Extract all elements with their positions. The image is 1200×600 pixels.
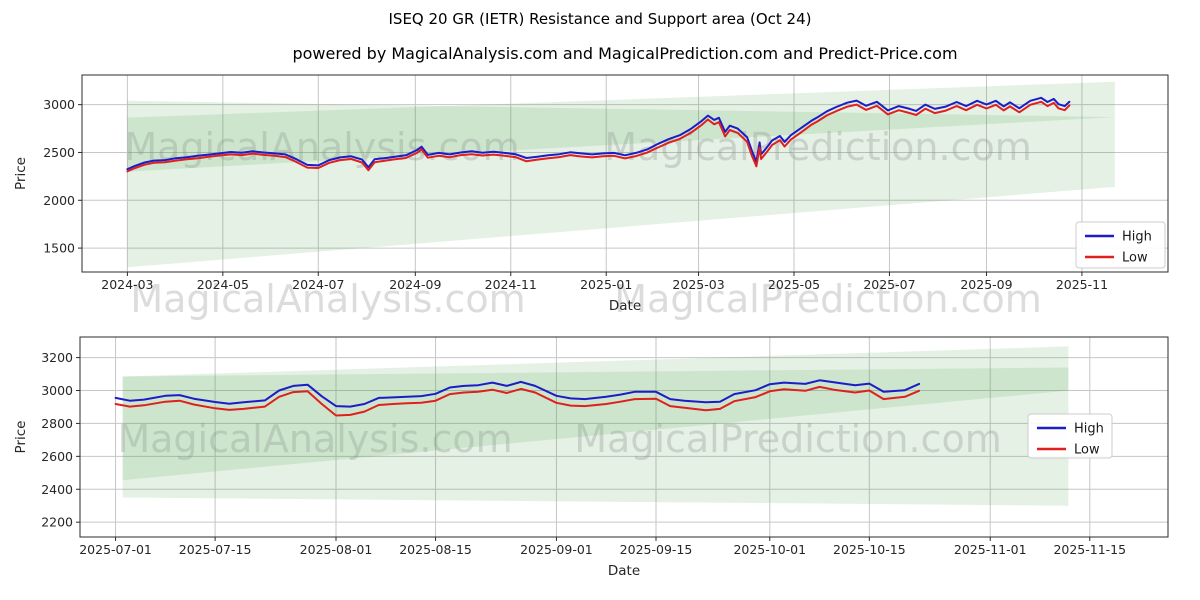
legend: High Low xyxy=(1075,221,1166,269)
x-tick-label: 2025-07-01 xyxy=(79,542,152,557)
x-tick-label: 2024-07 xyxy=(292,277,344,292)
support-area-band xyxy=(122,346,1069,506)
y-tick-label: 2500 xyxy=(43,145,75,160)
y-axis-label: Price xyxy=(13,421,29,454)
page-subtitle: powered by MagicalAnalysis.com and Magic… xyxy=(292,44,958,63)
legend-low-label: Low xyxy=(1074,443,1100,458)
high-line xyxy=(114,379,921,408)
y-axis-label: Price xyxy=(13,157,29,190)
x-tick-label: 2025-07 xyxy=(863,277,915,292)
watermark-text: MagicalAnalysis.com xyxy=(124,125,519,169)
support-area-band xyxy=(127,100,1115,268)
x-tick-label: 2025-07-15 xyxy=(179,542,252,557)
x-tick-label: 2025-11-15 xyxy=(1053,542,1126,557)
x-tick-label: 2025-11-01 xyxy=(954,542,1027,557)
x-tick-label: 2025-11 xyxy=(1056,277,1108,292)
watermark-text: MagicalPrediction.com xyxy=(574,417,1002,461)
x-tick-label: 2025-08-15 xyxy=(399,542,472,557)
high-line xyxy=(126,96,1071,171)
y-tick-label: 2200 xyxy=(41,515,73,530)
watermark-text: MagicalPrediction.com xyxy=(614,277,1042,321)
legend-box xyxy=(1027,413,1113,459)
legend-high-label: High xyxy=(1074,422,1104,437)
watermark-text: MagicalAnalysis.com xyxy=(117,417,512,461)
x-tick-label: 2025-09-01 xyxy=(520,542,593,557)
x-tick-label: 2025-03 xyxy=(672,277,724,292)
y-tick-label: 2800 xyxy=(41,416,73,431)
legend-low-label: Low xyxy=(1122,251,1148,266)
x-tick-label: 2025-08-01 xyxy=(300,542,373,557)
plot-border xyxy=(79,336,1169,538)
x-axis-label: Date xyxy=(608,563,640,579)
x-tick-label: 2024-05 xyxy=(197,277,249,292)
y-tick-label: 3000 xyxy=(41,383,73,398)
x-tick-label: 2024-11 xyxy=(485,277,537,292)
x-tick-label: 2024-03 xyxy=(101,277,153,292)
watermark-text: MagicalPrediction.com xyxy=(604,125,1032,169)
legend: High Low xyxy=(1027,413,1113,459)
x-tick-label: 2025-10-01 xyxy=(733,542,806,557)
watermark-text: MagicalAnalysis.com xyxy=(130,277,525,321)
y-tick-label: 2000 xyxy=(43,193,75,208)
x-tick-label: 2025-10-15 xyxy=(833,542,906,557)
y-tick-label: 2600 xyxy=(41,449,73,464)
x-tick-label: 2025-09-15 xyxy=(620,542,693,557)
y-tick-label: 2400 xyxy=(41,482,73,497)
x-axis-label: Date xyxy=(609,298,641,314)
y-tick-label: 1500 xyxy=(43,241,75,256)
y-tick-label: 3200 xyxy=(41,350,73,365)
x-tick-label: 2025-05 xyxy=(768,277,820,292)
resistance-area-band xyxy=(122,367,1069,481)
low-line xyxy=(114,385,921,417)
y-tick-label: 3000 xyxy=(43,97,75,112)
page-title: ISEQ 20 GR (IETR) Resistance and Support… xyxy=(388,10,812,28)
x-tick-label: 2025-01 xyxy=(580,277,632,292)
plot-border xyxy=(81,74,1169,273)
low-line xyxy=(126,100,1071,173)
x-tick-label: 2024-09 xyxy=(389,277,441,292)
legend-high-label: High xyxy=(1122,230,1152,245)
x-tick-label: 2025-09 xyxy=(960,277,1012,292)
